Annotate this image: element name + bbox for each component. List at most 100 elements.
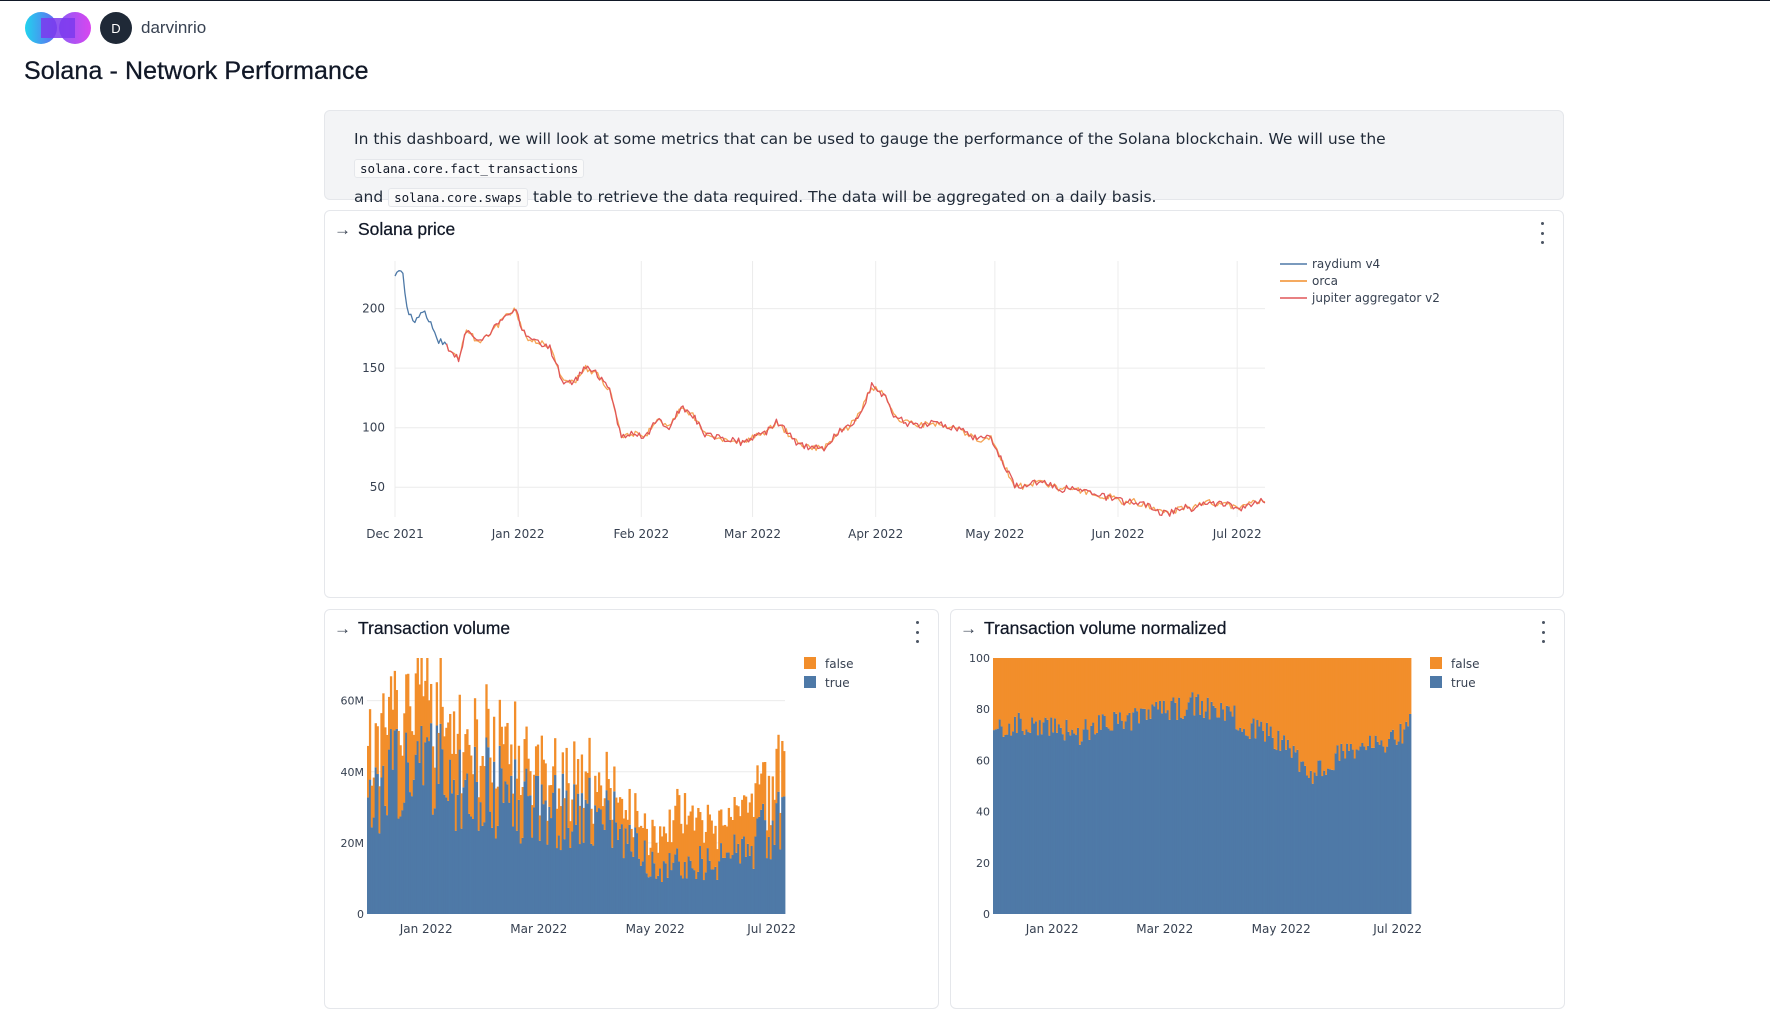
bar-false bbox=[1288, 658, 1292, 749]
bar-false bbox=[384, 727, 387, 806]
bar-false bbox=[754, 783, 757, 837]
bar-false bbox=[1054, 658, 1057, 719]
more-options-icon[interactable] bbox=[1535, 222, 1549, 244]
bar-false bbox=[1057, 658, 1061, 725]
bar-true bbox=[557, 835, 561, 914]
bar-true bbox=[1036, 735, 1040, 914]
bar-true bbox=[1027, 732, 1030, 914]
bar-false bbox=[496, 786, 500, 826]
bar-false bbox=[1027, 658, 1030, 733]
bar-true bbox=[460, 828, 463, 914]
header: D darvinrio bbox=[24, 11, 206, 45]
legend-label: true bbox=[1451, 676, 1476, 690]
bar-true bbox=[1155, 701, 1158, 914]
bar-true bbox=[1304, 765, 1307, 914]
bar-true bbox=[1231, 716, 1234, 914]
bar-false bbox=[382, 693, 385, 766]
bar-false bbox=[1231, 658, 1234, 717]
bar-false bbox=[403, 713, 406, 803]
bar-false bbox=[429, 683, 433, 724]
bar-true bbox=[1311, 783, 1315, 914]
x-tick-label: May 2022 bbox=[965, 527, 1024, 541]
bar-true bbox=[1233, 705, 1236, 914]
bar-false bbox=[491, 782, 494, 828]
bar-true bbox=[624, 828, 627, 914]
bar-true bbox=[998, 719, 1002, 914]
bar-false bbox=[601, 806, 605, 825]
bar-false bbox=[1336, 658, 1339, 746]
bar-true bbox=[1338, 760, 1341, 914]
bar-false bbox=[1403, 658, 1406, 730]
bar-true bbox=[1061, 734, 1065, 914]
bar-false bbox=[521, 786, 524, 838]
app-logo[interactable] bbox=[24, 11, 92, 45]
bar-true bbox=[783, 796, 786, 914]
bar-false bbox=[424, 680, 427, 743]
bar-true bbox=[758, 816, 761, 914]
bar-false bbox=[1170, 658, 1173, 701]
volume-panel-header[interactable]: → Transaction volume bbox=[334, 618, 510, 639]
bar-true bbox=[1115, 713, 1118, 914]
bar-true bbox=[1212, 705, 1215, 914]
bar-false bbox=[769, 825, 773, 860]
bar-true bbox=[756, 818, 759, 914]
bar-true bbox=[1388, 738, 1391, 914]
avatar[interactable]: D bbox=[100, 12, 132, 44]
bar-true bbox=[691, 868, 694, 914]
bar-true bbox=[1397, 741, 1400, 914]
bar-true bbox=[1134, 708, 1137, 914]
bar-false bbox=[1405, 658, 1408, 722]
bar-false bbox=[1004, 658, 1007, 735]
legend-label: false bbox=[825, 657, 854, 671]
bar-false bbox=[771, 776, 774, 821]
bar-true bbox=[391, 769, 395, 914]
bar-true bbox=[775, 803, 778, 914]
bar-false bbox=[1052, 658, 1055, 733]
bar-false bbox=[1344, 658, 1347, 759]
bar-false bbox=[1332, 658, 1336, 771]
bar-false bbox=[1391, 658, 1395, 730]
bar-true bbox=[1057, 724, 1061, 914]
more-options-icon[interactable] bbox=[910, 621, 924, 643]
bar-true bbox=[1262, 730, 1265, 914]
bar-true bbox=[760, 809, 763, 914]
bar-true bbox=[1218, 717, 1221, 914]
username[interactable]: darvinrio bbox=[141, 18, 207, 37]
bar-false bbox=[533, 774, 536, 808]
bar-false bbox=[1036, 658, 1040, 736]
bar-true bbox=[1065, 719, 1068, 914]
bar-true bbox=[634, 827, 637, 914]
bar-false bbox=[437, 732, 440, 784]
bar-true bbox=[1307, 778, 1311, 914]
bar-false bbox=[395, 690, 398, 729]
bar-false bbox=[367, 745, 370, 798]
bar-false bbox=[471, 774, 475, 819]
bar-false bbox=[1361, 658, 1364, 743]
bar-true bbox=[733, 834, 736, 914]
bar-true bbox=[450, 793, 454, 914]
bar-true bbox=[498, 745, 502, 914]
bar-true bbox=[1370, 747, 1374, 914]
more-options-icon[interactable] bbox=[1536, 621, 1550, 643]
bar-true bbox=[1201, 701, 1204, 914]
bar-false bbox=[565, 747, 568, 791]
bar-true bbox=[781, 797, 784, 914]
bar-false bbox=[468, 744, 471, 814]
bar-true bbox=[647, 877, 650, 914]
bar-true bbox=[1088, 739, 1091, 914]
bar-true bbox=[1159, 700, 1162, 914]
bar-true bbox=[1223, 720, 1227, 914]
bar-true bbox=[594, 805, 597, 914]
bar-true bbox=[1315, 775, 1318, 914]
bar-false bbox=[1409, 658, 1412, 714]
bar-true bbox=[456, 794, 460, 914]
normalized-panel: → Transaction volume normalized 0 20 40 60 8… bbox=[950, 609, 1565, 1009]
bar-false bbox=[1306, 658, 1309, 776]
normalized-panel-header[interactable]: → Transaction volume normalized bbox=[960, 618, 1227, 639]
bar-true bbox=[494, 838, 498, 914]
bar-false bbox=[525, 726, 528, 769]
y-tick-label: 100 bbox=[362, 421, 385, 435]
price-panel-header[interactable]: → Solana price bbox=[334, 219, 455, 240]
bar-true bbox=[737, 843, 740, 914]
bar-false bbox=[1399, 658, 1402, 724]
